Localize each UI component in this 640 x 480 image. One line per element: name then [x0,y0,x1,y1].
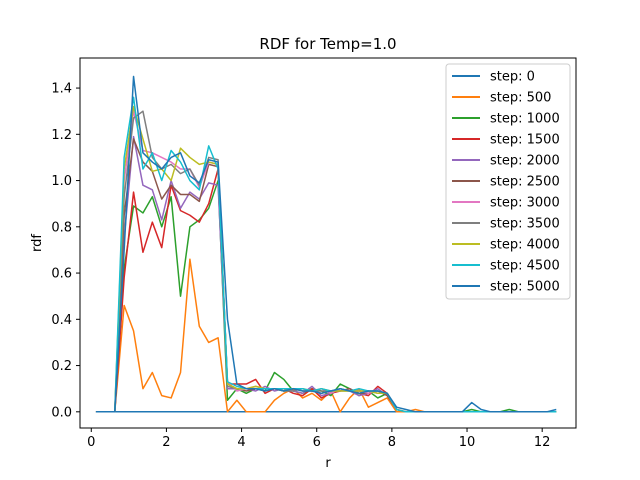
legend-entry-4: step: 2000 [490,154,560,169]
x-axis-label: r [325,456,331,471]
y-tick-label-2: 0.4 [51,313,72,328]
legend-entry-10: step: 5000 [490,280,560,295]
plot-frame [79,57,577,429]
x-tick-label-0: 0 [87,435,95,450]
legend-entry-5: step: 2500 [490,175,560,190]
legend-entry-2: step: 1000 [490,112,560,127]
legend-entry-0: step: 0 [490,70,535,85]
legend-entry-9: step: 4500 [490,259,560,274]
series-line-10 [95,75,557,413]
y-tick-label-4: 0.8 [51,220,72,235]
x-tick-label-6: 12 [534,435,551,450]
legend-entry-8: step: 4000 [490,238,560,253]
x-tick-label-4: 8 [388,435,396,450]
legend-entry-6: step: 3000 [490,196,560,211]
y-tick-label-3: 0.6 [51,267,72,282]
x-tick-label-3: 6 [313,435,321,450]
x-tick-label-2: 4 [237,435,245,450]
y-tick-label-7: 1.4 [51,82,72,97]
series-layer [95,75,557,413]
x-tick-label-5: 10 [459,435,476,450]
y-axis-label: rdf [30,234,45,252]
legend: step: 0 step: 500 step: 1000 step: 1500 step… [445,63,571,300]
y-tick-label-1: 0.2 [51,359,72,374]
y-tick-label-6: 1.2 [51,128,72,143]
y-axis-ticks: 0.0 0.2 0.4 0.6 0.8 1.0 1.2 1.4 [51,82,80,420]
x-tick-label-1: 2 [162,435,170,450]
legend-entry-1: step: 500 [490,91,551,106]
legend-entry-7: step: 3500 [490,217,560,232]
legend-entry-3: step: 1500 [490,133,560,148]
x-axis-ticks: 0 2 4 6 8 10 12 [87,428,550,450]
y-tick-label-0: 0.0 [51,405,72,420]
y-tick-label-5: 1.0 [51,174,72,189]
series-line-9 [95,96,557,413]
chart-title: RDF for Temp=1.0 [259,35,396,53]
legend-box [445,63,571,300]
